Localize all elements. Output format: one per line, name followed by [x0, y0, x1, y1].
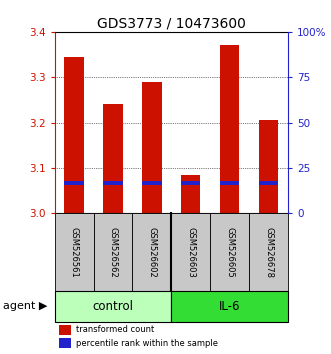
- Bar: [55, 291, 171, 322]
- Text: GSM526602: GSM526602: [147, 227, 156, 278]
- Text: IL-6: IL-6: [219, 300, 240, 313]
- Bar: [259, 120, 278, 213]
- Bar: [220, 45, 239, 213]
- Text: GSM526562: GSM526562: [109, 227, 118, 278]
- Text: percentile rank within the sample: percentile rank within the sample: [75, 339, 217, 348]
- Title: GDS3773 / 10473600: GDS3773 / 10473600: [97, 17, 246, 31]
- Bar: [55, 213, 93, 291]
- Text: GSM526603: GSM526603: [186, 227, 195, 278]
- Bar: [59, 325, 71, 335]
- Text: transformed count: transformed count: [75, 325, 154, 335]
- Bar: [64, 181, 84, 185]
- Bar: [171, 291, 288, 322]
- Bar: [103, 104, 123, 213]
- Bar: [259, 181, 278, 185]
- Text: GSM526561: GSM526561: [70, 227, 78, 278]
- Bar: [64, 57, 84, 213]
- Bar: [181, 181, 201, 185]
- Bar: [59, 338, 71, 348]
- Bar: [181, 175, 201, 213]
- Bar: [171, 213, 210, 291]
- Bar: [132, 213, 171, 291]
- Bar: [142, 181, 162, 185]
- Bar: [93, 213, 132, 291]
- Text: GSM526605: GSM526605: [225, 227, 234, 278]
- Bar: [249, 213, 288, 291]
- Text: GSM526678: GSM526678: [264, 227, 273, 278]
- Bar: [220, 181, 239, 185]
- Bar: [210, 213, 249, 291]
- Text: control: control: [92, 300, 133, 313]
- Text: agent ▶: agent ▶: [3, 301, 48, 312]
- Bar: [103, 181, 123, 185]
- Bar: [142, 82, 162, 213]
